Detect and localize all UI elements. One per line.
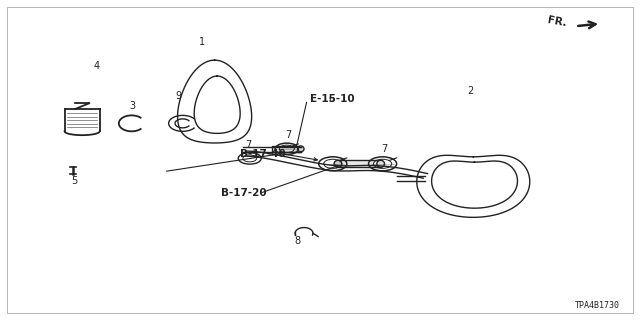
Text: 6: 6 bbox=[328, 94, 335, 104]
Text: FR.: FR. bbox=[547, 15, 568, 28]
Bar bbox=[338, 160, 381, 167]
Text: TPA4B1730: TPA4B1730 bbox=[575, 301, 620, 310]
Text: 7: 7 bbox=[244, 140, 251, 150]
Text: E-15-10: E-15-10 bbox=[310, 94, 355, 104]
Text: B-17-20: B-17-20 bbox=[221, 188, 267, 198]
Text: 2: 2 bbox=[467, 86, 473, 97]
Text: 4: 4 bbox=[93, 61, 100, 71]
Text: 5: 5 bbox=[71, 176, 77, 186]
Text: B-17-40: B-17-40 bbox=[240, 148, 286, 159]
Ellipse shape bbox=[334, 160, 342, 167]
Text: 3: 3 bbox=[129, 101, 135, 111]
Text: 7: 7 bbox=[285, 130, 292, 140]
Text: 8: 8 bbox=[294, 236, 301, 246]
Text: 9: 9 bbox=[175, 91, 181, 101]
Text: 7: 7 bbox=[381, 145, 388, 155]
Ellipse shape bbox=[298, 146, 304, 152]
Ellipse shape bbox=[377, 160, 385, 167]
Text: 1: 1 bbox=[199, 37, 205, 47]
Bar bbox=[272, 146, 301, 152]
